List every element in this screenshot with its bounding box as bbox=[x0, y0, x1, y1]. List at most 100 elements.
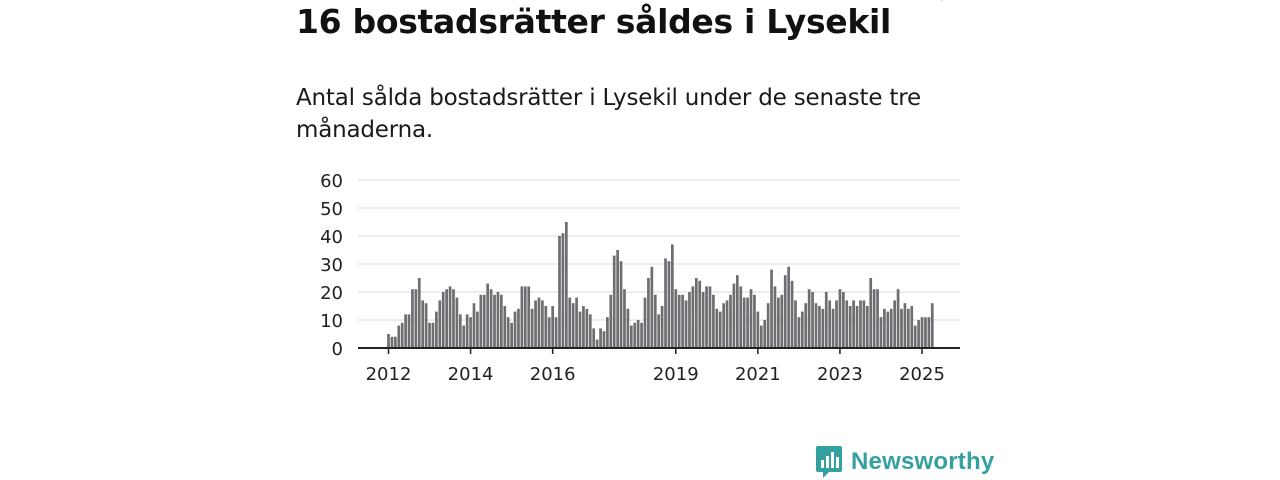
bar bbox=[575, 297, 578, 348]
y-tick-label: 50 bbox=[320, 199, 343, 220]
y-tick-label: 0 bbox=[332, 339, 343, 360]
bar bbox=[657, 314, 661, 348]
bar bbox=[838, 289, 842, 348]
bar bbox=[619, 261, 623, 348]
bar bbox=[886, 311, 890, 348]
bar bbox=[917, 320, 920, 348]
bar bbox=[503, 306, 507, 348]
bar bbox=[455, 297, 459, 348]
bar bbox=[520, 286, 524, 348]
bar bbox=[770, 269, 773, 348]
bar bbox=[407, 314, 411, 348]
bar bbox=[435, 311, 438, 348]
bar bbox=[537, 297, 541, 348]
bar bbox=[428, 322, 431, 348]
bar bbox=[797, 317, 801, 348]
bar bbox=[800, 311, 804, 348]
bar bbox=[821, 308, 825, 348]
bar bbox=[558, 236, 561, 348]
bar bbox=[397, 325, 401, 348]
bar bbox=[777, 297, 780, 348]
bar bbox=[476, 311, 479, 348]
bar bbox=[732, 283, 736, 348]
bar bbox=[390, 336, 394, 348]
bar bbox=[759, 325, 763, 348]
bar bbox=[496, 292, 500, 348]
bar bbox=[650, 266, 654, 348]
bar bbox=[896, 289, 900, 348]
bar bbox=[818, 306, 821, 348]
bar bbox=[530, 308, 534, 348]
y-tick-label: 40 bbox=[320, 227, 343, 248]
bar bbox=[431, 322, 435, 348]
bar bbox=[879, 317, 883, 348]
bar bbox=[684, 300, 688, 348]
bar bbox=[664, 258, 667, 348]
bar bbox=[739, 286, 743, 348]
bar bbox=[493, 294, 496, 348]
bar bbox=[824, 292, 828, 348]
bar bbox=[848, 306, 852, 348]
bar bbox=[903, 303, 907, 348]
bar bbox=[411, 289, 414, 348]
y-tick-label: 20 bbox=[320, 283, 343, 304]
bar bbox=[448, 286, 452, 348]
latest-value-label: 16 bbox=[924, 0, 947, 5]
bar bbox=[469, 317, 472, 348]
x-tick-label: 2023 bbox=[817, 364, 863, 385]
bar bbox=[623, 289, 626, 348]
bar bbox=[872, 289, 876, 348]
y-tick-label: 30 bbox=[320, 255, 343, 276]
x-tick-label: 2021 bbox=[735, 364, 781, 385]
bar bbox=[794, 300, 797, 348]
bar bbox=[629, 325, 633, 348]
bar bbox=[862, 300, 866, 348]
bar bbox=[924, 317, 927, 348]
bar bbox=[452, 289, 455, 348]
bar bbox=[831, 308, 835, 348]
bar bbox=[640, 322, 643, 348]
bar bbox=[653, 294, 657, 348]
bar bbox=[787, 266, 790, 348]
bar bbox=[510, 322, 513, 348]
bar bbox=[783, 275, 787, 348]
bar bbox=[746, 297, 749, 348]
x-tick-label: 2025 bbox=[899, 364, 945, 385]
bar bbox=[927, 317, 931, 348]
bar bbox=[465, 314, 469, 348]
x-tick-label: 2016 bbox=[530, 364, 576, 385]
bar bbox=[571, 303, 575, 348]
bar bbox=[842, 292, 845, 348]
chart-title: 16 bostadsrätter såldes i Lysekil bbox=[296, 2, 892, 41]
bar bbox=[855, 306, 859, 348]
bar bbox=[705, 286, 708, 348]
bar bbox=[595, 339, 599, 348]
bar bbox=[790, 280, 794, 348]
bar bbox=[691, 286, 695, 348]
bar bbox=[616, 250, 619, 348]
bar bbox=[441, 292, 445, 348]
chart-subtitle: Antal sålda bostadsrätter i Lysekil unde… bbox=[296, 85, 921, 143]
bar bbox=[906, 308, 910, 348]
bar bbox=[500, 294, 503, 348]
y-tick-label: 60 bbox=[320, 171, 343, 192]
bar bbox=[694, 278, 698, 348]
bar bbox=[763, 320, 767, 348]
bar bbox=[756, 311, 760, 348]
bar bbox=[479, 294, 483, 348]
bar bbox=[445, 289, 448, 348]
bar bbox=[869, 278, 873, 348]
bar bbox=[489, 289, 493, 348]
bar bbox=[636, 320, 640, 348]
bar bbox=[674, 289, 678, 348]
bar bbox=[404, 314, 407, 348]
bar bbox=[725, 300, 729, 348]
bar bbox=[458, 314, 462, 348]
bar bbox=[561, 233, 565, 348]
bar bbox=[387, 334, 390, 348]
bar bbox=[708, 286, 712, 348]
bar bbox=[551, 306, 555, 348]
bar bbox=[910, 306, 914, 348]
bar bbox=[814, 303, 818, 348]
bar bbox=[527, 286, 531, 348]
